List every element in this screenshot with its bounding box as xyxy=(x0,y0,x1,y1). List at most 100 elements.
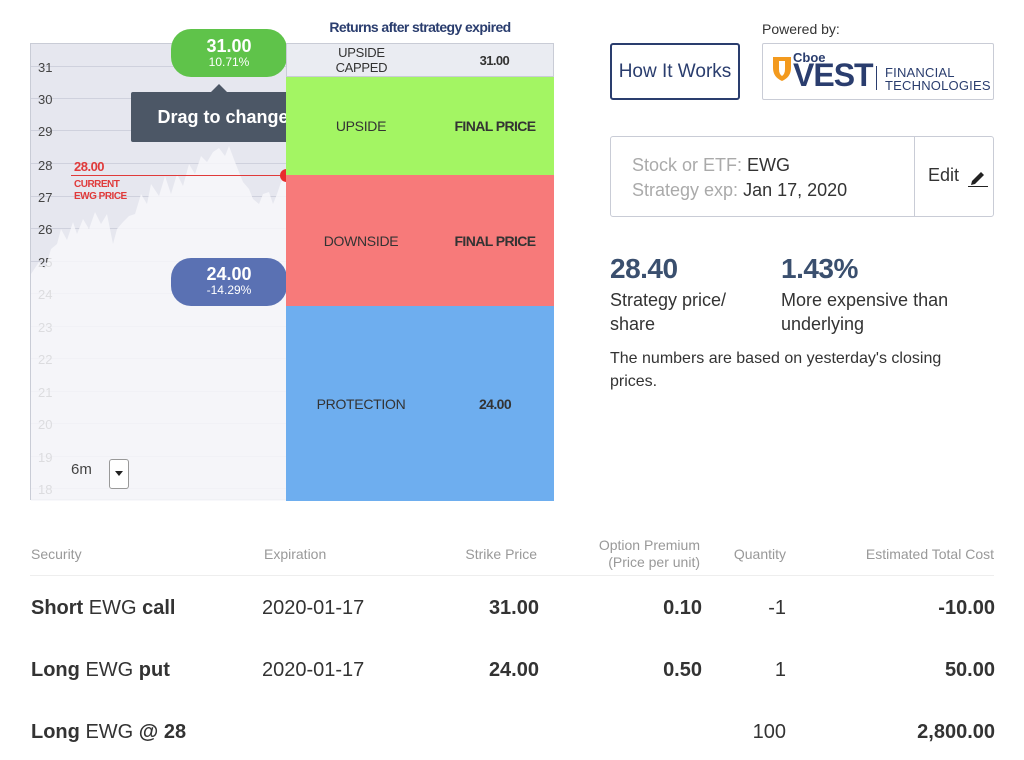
brand-cboe: Cboe xyxy=(793,50,826,65)
shield-icon xyxy=(773,57,791,81)
table-row-total: -10.00 xyxy=(938,597,995,619)
table-row-strike: 24.00 xyxy=(488,659,539,681)
table-row-premium: 0.10 xyxy=(663,597,702,619)
capped-label-line1: UPSIDE xyxy=(338,45,385,60)
range-label: 6m xyxy=(71,461,92,478)
table-row-total: 2,800.00 xyxy=(917,721,995,743)
table-row-strike: 31.00 xyxy=(488,597,539,619)
security-symbol: EWG xyxy=(85,721,134,743)
header-premium-line1: Option Premium xyxy=(598,537,700,553)
upper-strike-price: 31.00 xyxy=(206,36,252,56)
current-price-value: 28.00 xyxy=(74,159,105,174)
security-symbol: EWG xyxy=(88,597,137,619)
powered-by-label: Powered by: xyxy=(762,21,840,37)
cboe-vest-logo[interactable]: Cboe VEST FINANCIAL TECHNOLOGIES xyxy=(762,43,994,100)
brand-divider xyxy=(876,66,877,90)
y-tick: 30 xyxy=(38,92,53,107)
header-total: Estimated Total Cost xyxy=(865,546,994,562)
header-expiration: Expiration xyxy=(264,546,327,562)
table-row-security: Long EWG @ 28 xyxy=(31,721,186,744)
security-position: Short xyxy=(31,597,84,619)
security-position: Long xyxy=(31,721,80,743)
exp-row: Strategy exp: Jan 17, 2020 xyxy=(632,180,847,201)
zone-protection-value: 24.00 xyxy=(478,395,512,412)
stock-summary: Stock or ETF: EWG Strategy exp: Jan 17, … xyxy=(610,136,994,217)
current-label-line2: EWG PRICE xyxy=(74,191,127,202)
header-premium: Option Premium (Price per unit) xyxy=(570,537,700,571)
zone-protection: PROTECTION 24.00 xyxy=(286,306,554,501)
header-quantity: Quantity xyxy=(733,546,786,562)
range-dropdown-button[interactable] xyxy=(109,459,129,489)
premium-pct: 1.43% xyxy=(781,253,858,284)
upper-strike-pct: 10.71% xyxy=(208,55,250,69)
security-type: put xyxy=(138,659,170,681)
header-security: Security xyxy=(31,546,82,562)
premium-pct-label-line2: underlying xyxy=(781,314,865,334)
table-header-divider xyxy=(30,575,994,576)
y-tick: 31 xyxy=(38,60,53,75)
table-row-total: 50.00 xyxy=(944,659,995,681)
closing-prices-note: The numbers are based on yesterday's clo… xyxy=(610,350,942,390)
security-position: Long xyxy=(31,659,80,681)
gridline xyxy=(31,163,287,164)
stock-row: Stock or ETF: EWG xyxy=(632,155,790,176)
edit-label: Edit xyxy=(928,165,960,185)
y-tick: 27 xyxy=(38,190,53,205)
table-row-quantity: 1 xyxy=(774,659,786,681)
zone-downside-value: FINAL PRICE xyxy=(454,232,536,249)
stock-key: Stock or ETF: xyxy=(632,155,743,175)
stock-value: EWG xyxy=(747,155,791,175)
header-strike: Strike Price xyxy=(465,546,537,562)
lower-strike-pct: -14.29% xyxy=(206,283,252,297)
zone-upside: UPSIDE FINAL PRICE xyxy=(286,77,554,175)
table-row-security: Short EWG call xyxy=(31,597,175,620)
premium-pct-label-line1: More expensive than xyxy=(781,290,949,310)
drag-tooltip: Drag to change xyxy=(131,84,315,142)
current-label-line1: CURRENT xyxy=(74,179,120,190)
zone-capped-label: UPSIDE CAPPED xyxy=(287,45,436,75)
exp-value: Jan 17, 2020 xyxy=(743,180,848,200)
strategy-price-label-line2: share xyxy=(610,314,656,334)
lower-strike-handle[interactable]: 24.00 -14.29% xyxy=(171,258,287,306)
brand-tagline: FINANCIAL TECHNOLOGIES xyxy=(885,66,991,92)
table-row-quantity: -1 xyxy=(768,597,786,619)
upper-strike-handle[interactable]: 31.00 10.71% xyxy=(171,29,287,77)
price-area xyxy=(31,146,287,501)
how-it-works-button[interactable]: How It Works xyxy=(610,43,740,100)
strategy-price-label: Strategy price/ share xyxy=(610,288,726,336)
zone-downside-label: DOWNSIDE xyxy=(323,232,399,249)
brand-vest: VEST xyxy=(793,57,874,93)
zone-capped-value: 31.00 xyxy=(479,52,510,68)
zone-upside-label: UPSIDE xyxy=(335,118,387,134)
strategy-price: 28.40 xyxy=(610,253,678,284)
table-row-premium: 0.50 xyxy=(663,659,702,681)
current-price-label: CURRENT EWG PRICE xyxy=(74,179,127,203)
y-tick: 29 xyxy=(38,124,53,139)
gridline xyxy=(31,66,287,67)
y-tick: 28 xyxy=(38,158,53,173)
table-row-expiration: 2020-01-17 xyxy=(262,659,365,681)
zone-upside-value: FINAL PRICE xyxy=(454,118,536,134)
capped-label-line2: CAPPED xyxy=(335,60,388,75)
table-row-quantity: 100 xyxy=(752,721,786,743)
lower-strike-price: 24.00 xyxy=(206,264,252,284)
exp-key: Strategy exp: xyxy=(632,180,739,200)
pencil-icon xyxy=(968,172,988,187)
y-tick: 26 xyxy=(38,222,53,237)
price-chart[interactable]: 31 30 29 28 27 26 25 24 23 22 21 20 19 1… xyxy=(30,29,315,501)
current-price-line xyxy=(71,175,287,176)
table-row-expiration: 2020-01-17 xyxy=(262,597,365,619)
zone-protection-label: PROTECTION xyxy=(316,395,406,412)
premium-pct-label: More expensive than underlying xyxy=(781,288,948,336)
brand-tagline-line1: FINANCIAL xyxy=(885,65,955,80)
table-row-security: Long EWG put xyxy=(31,659,170,682)
header-premium-line2: (Price per unit) xyxy=(608,554,700,570)
security-type: call xyxy=(142,597,176,619)
edit-button[interactable]: Edit xyxy=(914,137,994,216)
zone-downside: DOWNSIDE FINAL PRICE xyxy=(286,175,554,306)
security-type: @ 28 xyxy=(138,721,187,743)
security-symbol: EWG xyxy=(85,659,134,681)
zone-upside-capped: UPSIDE CAPPED 31.00 xyxy=(286,43,554,77)
strategy-price-label-line1: Strategy price/ xyxy=(610,290,727,310)
brand-tagline-line2: TECHNOLOGIES xyxy=(885,78,991,93)
